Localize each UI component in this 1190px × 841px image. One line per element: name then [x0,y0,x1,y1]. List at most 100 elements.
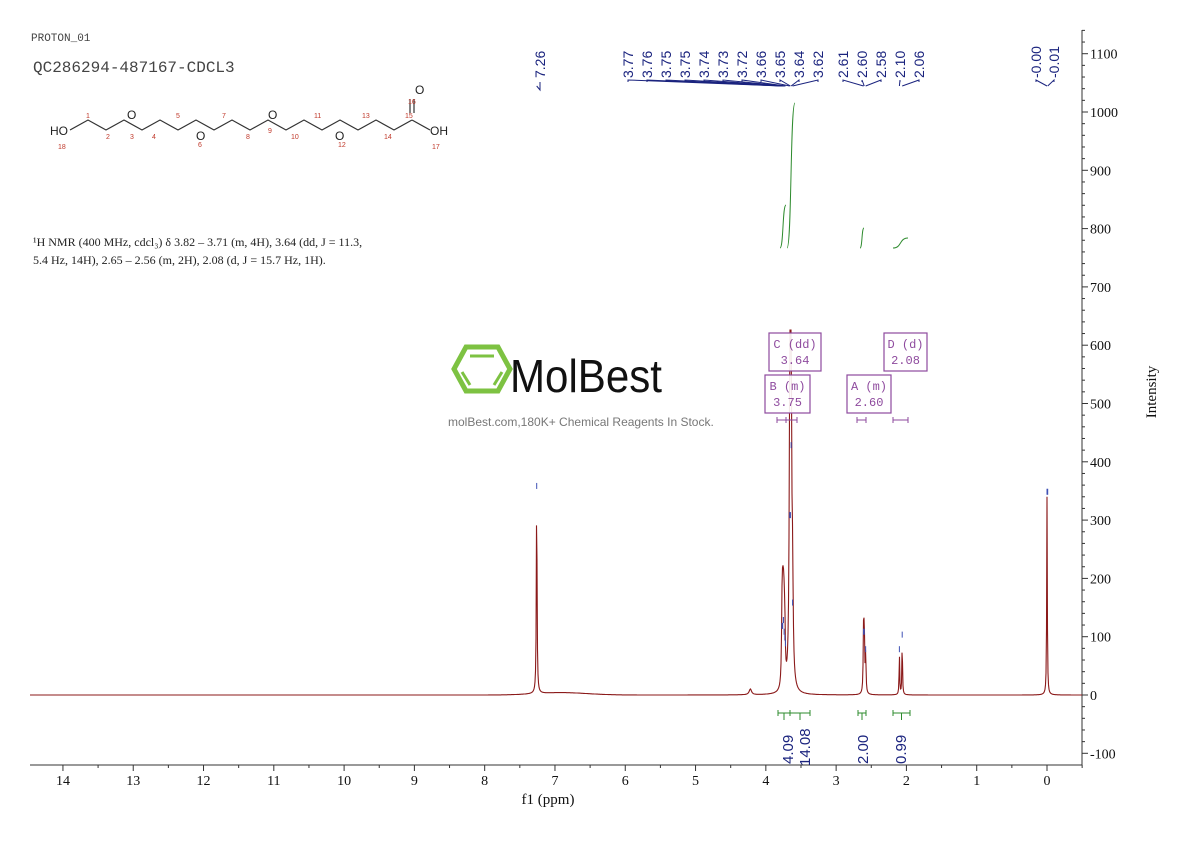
multiplet-box: C (dd) 3.64 [768,332,822,372]
integral-bracket [892,710,911,720]
integral-bracket [777,710,791,720]
atom-number: 15 [405,113,413,120]
peak-label-connector [898,79,901,87]
y-tick-label: 500 [1090,398,1111,413]
atom-label: O [127,108,136,122]
multiplet-range-bar [776,417,787,423]
peak-label-connector [842,79,864,87]
integral-value: 0.99 [893,735,910,764]
peak-label-connector [779,79,791,87]
atom-number: 8 [246,134,250,141]
atom-number: 16 [408,99,416,106]
multiplet-box: A (m) 2.60 [846,374,892,414]
peak-label-connector [902,79,920,87]
multiplet-range-bar [856,417,867,423]
peak-label: 3.64 [791,51,807,78]
x-tick-label: 0 [1044,774,1051,789]
atom-number: 18 [58,144,66,151]
integral-bracket [789,710,811,720]
peak-label: -0.00 [1028,46,1044,78]
peak-label: 3.62 [810,51,826,78]
integral-value: 2.00 [855,735,872,764]
x-tick-label: 8 [481,774,488,789]
multiplet-shift: 3.64 [781,354,810,368]
multiplet-box: D (d) 2.08 [883,332,928,372]
atom-label: OH [430,124,448,138]
y-tick-label: 900 [1090,164,1111,179]
peak-label-connector [1047,78,1055,87]
atom-number: 7 [222,113,226,120]
carbonyl-oxygen-atom: O [415,83,424,97]
x-tick-label: 11 [267,774,280,789]
multiplet-range-bar [785,417,798,423]
integral-value: 4.09 [780,735,797,764]
y-tick-label: 400 [1090,456,1111,471]
atom-number: 12 [338,142,346,149]
y-tick-label: -100 [1090,747,1116,762]
integral-curve [786,102,796,249]
integral-curve [892,237,909,249]
peak-label: 3.65 [772,51,788,78]
atom-number: 6 [198,142,202,149]
x-tick-label: 7 [551,774,558,789]
molbest-tagline: molBest.com,180K+ Chemical Reagents In S… [448,415,714,429]
peak-label: -0.01 [1046,46,1062,78]
x-tick-label: 12 [197,774,211,789]
peak-label-connector [865,79,882,87]
atom-number: 13 [362,113,370,120]
peak-label: 3.75 [658,51,674,78]
multiplet-label: A (m) [851,380,887,394]
peak-label-connector [722,79,785,87]
peak-label: 2.60 [854,51,870,78]
y-tick-label: 800 [1090,223,1111,238]
x-tick-label: 10 [337,774,351,789]
x-tick-label: 3 [833,774,840,789]
peak-label: 2.10 [892,51,908,78]
y-tick-label: 0 [1090,689,1097,704]
multiplet-shift: 3.75 [773,396,802,410]
nmr-description-line2: 5.4 Hz, 14H), 2.65 – 2.56 (m, 2H), 2.08 … [33,253,326,267]
x-axis-label: f1 (ppm) [522,792,575,808]
peak-label-connector [741,79,786,87]
peak-label: 3.73 [715,51,731,78]
peak-label-connector [792,79,819,87]
multiplet-range-bar [892,417,909,423]
peak-label: 2.61 [835,51,851,78]
molbest-logo-icon [451,344,513,394]
chemical-structure [69,99,431,131]
y-axis-label: Intensity [1144,365,1160,418]
y-tick-label: 100 [1090,631,1111,646]
multiplet-label: C (dd) [773,338,816,352]
atom-number: 9 [268,128,272,135]
y-tick-label: 1100 [1090,48,1117,63]
peak-label: 7.26 [532,51,548,78]
x-tick-label: 13 [126,774,140,789]
x-tick-label: 6 [622,774,629,789]
peak-label: 3.74 [696,51,712,78]
peak-label-connector [684,79,784,87]
molbest-watermark: MolBest molBest.com,180K+ Chemical Reage… [448,344,714,429]
x-tick-label: 1 [973,774,980,789]
atom-label: O [196,129,205,143]
atom-number: 17 [432,144,440,151]
spectrum-line [30,329,1082,696]
atom-label: HO [50,124,68,138]
y-tick-label: 300 [1090,514,1111,529]
peak-label: 2.06 [911,51,927,78]
molbest-brand: MolBest [510,350,662,402]
atom-number: 2 [106,134,110,141]
atom-number: 11 [314,113,321,120]
peak-label: 3.72 [734,51,750,78]
experiment-label: PROTON_01 [31,33,91,45]
multiplet-box: B (m) 3.75 [764,374,811,414]
multiplet-label: D (d) [887,338,923,352]
atom-number: 3 [130,134,134,141]
peak-label-connector [1035,79,1048,87]
x-tick-label: 5 [692,774,699,789]
integral-curve [859,227,865,249]
integral-value: 14.08 [797,728,814,766]
peak-label-connector [790,78,800,87]
peak-label-connector [861,79,865,87]
nmr-description-line1: ¹H NMR (400 MHz, cdcl₃) δ 3.82 – 3.71 (m… [33,235,362,249]
